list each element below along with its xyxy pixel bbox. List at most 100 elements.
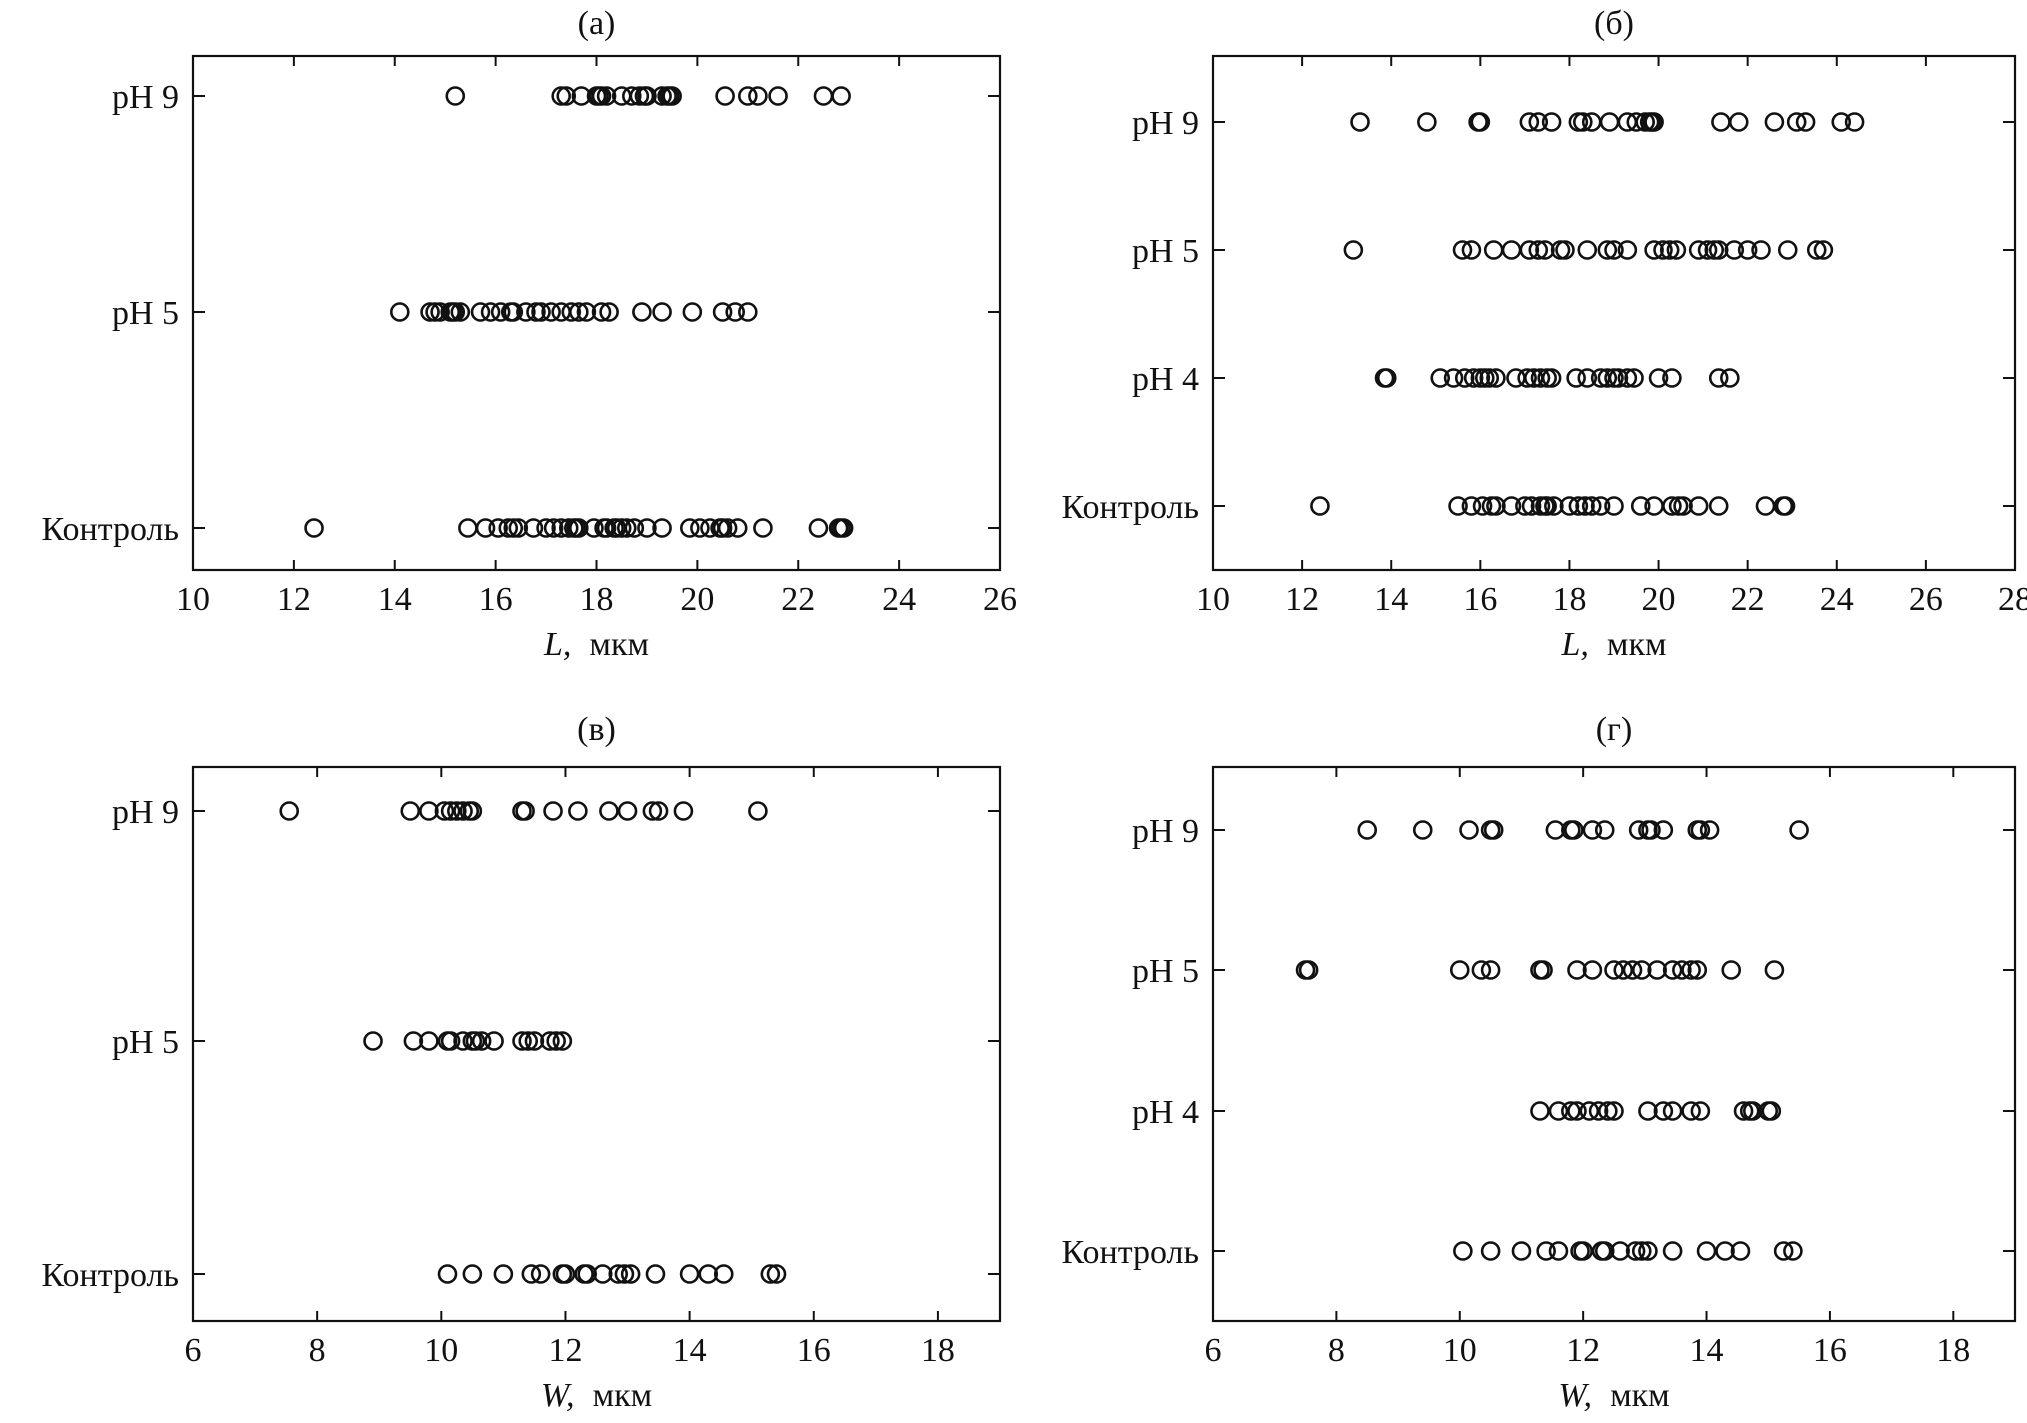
series-ph-5 [363,1031,573,1051]
y-category-label: pH 9 [1132,105,1199,142]
data-point [515,801,535,821]
x-axis-label: L, мкм [543,626,649,663]
data-point [1480,1241,1501,1261]
data-point [1541,112,1562,132]
series-ph-9 [279,801,768,821]
data-point [1721,960,1742,980]
data-point [1573,1241,1593,1261]
data-point [543,801,563,821]
data-point [1688,496,1709,516]
x-axis-variable: W, [541,1377,575,1414]
data-point [434,801,455,821]
data-point [1653,240,1673,260]
chart-panel-3: (в) 6 8 10 12 14 16 18 Контроль pH 5 pH 9 W, мкм [42,711,1002,1414]
data-point [558,518,579,538]
data-point [1610,1241,1630,1261]
data-point [648,801,669,821]
data-point [453,801,473,821]
data-point [526,302,546,322]
data-point [712,302,733,322]
data-point [629,86,650,106]
x-tick-label: 10 [1443,1332,1477,1369]
data-point [475,518,496,538]
data-point [1567,960,1587,980]
data-point [1463,368,1484,388]
x-tick-label: 6 [185,1332,202,1369]
data-point [680,518,700,538]
data-point [1581,496,1602,516]
data-point [1597,240,1618,260]
y-category-label: pH 5 [112,295,179,332]
data-point [808,518,829,538]
data-point [1486,368,1506,388]
x-tick-label: 16 [479,581,513,618]
x-tick-label: 14 [673,1332,707,1369]
data-point [569,518,589,538]
data-point [1430,368,1451,388]
data-point [599,801,619,821]
data-point [1631,1241,1652,1261]
data-point [1755,496,1776,516]
data-point [1647,960,1667,980]
data-point [1777,240,1798,260]
data-point [1795,112,1816,132]
data-point [1724,240,1745,260]
data-point [1479,368,1500,388]
data-point [1764,112,1785,132]
data-point [445,302,466,322]
data-point [1561,1101,1581,1121]
data-point [1535,240,1555,260]
x-tick-label: 12 [277,581,311,618]
data-point [1376,368,1397,388]
data-point [1644,240,1664,260]
series-ph-9 [1357,820,1809,840]
series-ph-5 [1343,240,1834,260]
data-point [1813,240,1834,260]
data-point [1644,112,1664,132]
data-point [712,518,733,538]
data-point [1566,368,1586,388]
data-point [753,518,773,538]
data-point [1501,496,1522,516]
data-point [1599,112,1620,132]
data-point [1715,1241,1735,1261]
data-point [1298,960,1319,980]
data-point [279,801,300,821]
data-point [1461,496,1482,516]
data-point [673,801,694,821]
y-category-label: pH 9 [1132,813,1199,850]
series-ph-4 [1530,1101,1782,1121]
data-point [1528,112,1549,132]
x-tick-label: 14 [1374,581,1408,618]
data-point [1594,820,1615,840]
data-point [1483,820,1504,840]
data-point [400,801,421,821]
series-контроль [1310,496,1796,516]
y-category-label: pH 5 [1132,233,1199,270]
x-tick-label: 28 [1998,581,2027,618]
x-tick-label: 16 [1463,581,1497,618]
data-point [592,1264,613,1284]
data-point [1806,240,1827,260]
data-point [1638,1241,1658,1261]
data-point [596,86,617,106]
data-point [1483,240,1504,260]
data-point [833,518,854,538]
data-point [1582,820,1603,840]
data-point [541,302,561,322]
data-point [616,518,637,538]
data-point [458,518,478,538]
data-point [584,518,604,538]
data-point [1544,496,1564,516]
data-point [642,801,663,821]
series-ph-4 [1374,368,1740,388]
data-point [1641,820,1661,840]
x-axis-variable: L, [543,626,571,663]
x-tick-label: 16 [797,1332,831,1369]
data-point [1519,240,1540,260]
data-point [1588,1101,1609,1121]
data-point [1472,496,1493,516]
data-point [698,1264,719,1284]
data-point [1350,112,1370,132]
x-tick-label: 8 [1328,1332,1345,1369]
